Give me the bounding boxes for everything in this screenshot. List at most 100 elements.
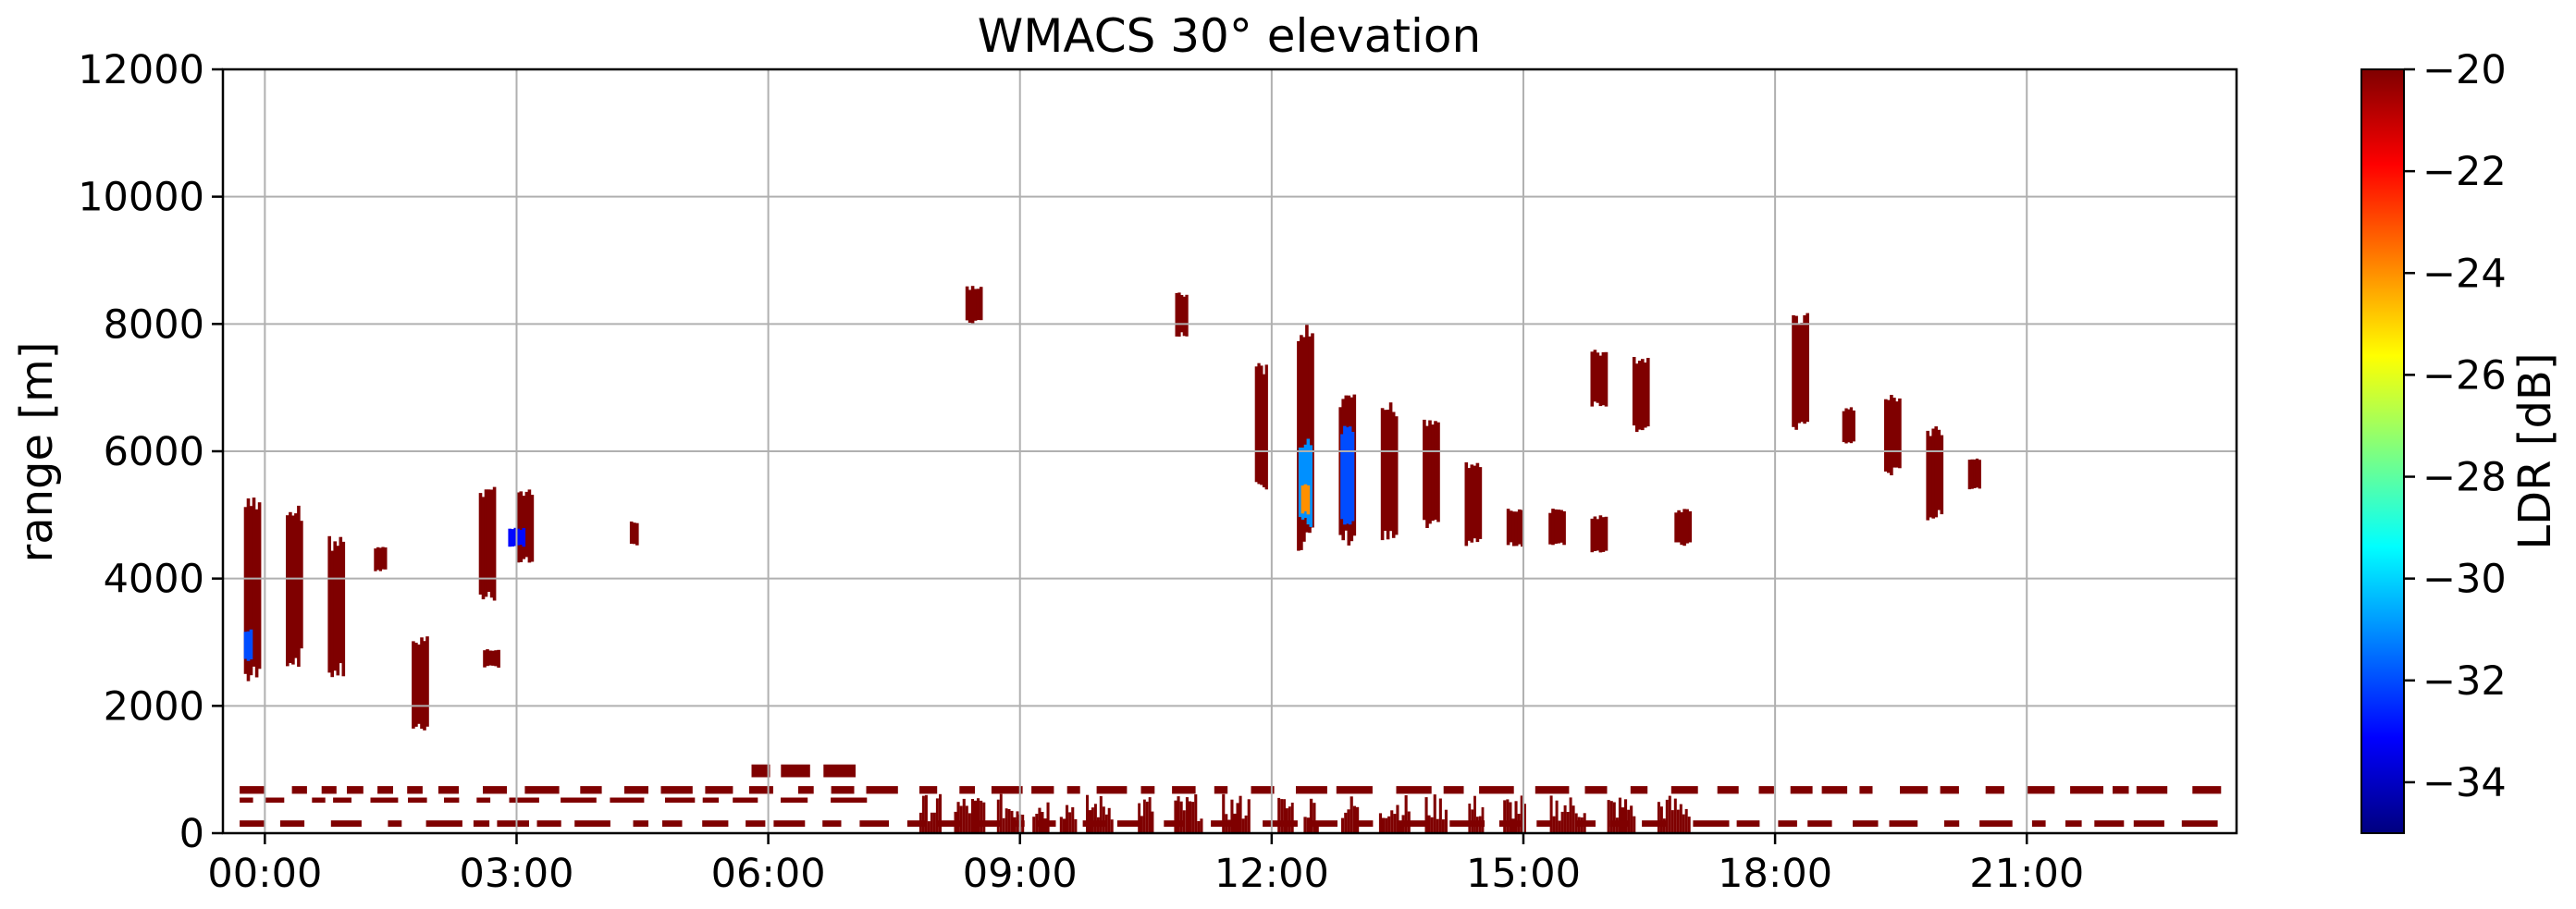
echo-streak bbox=[1931, 428, 1935, 519]
echo-streak bbox=[1554, 509, 1558, 544]
band-segment bbox=[1099, 796, 1103, 833]
band-segment bbox=[633, 820, 648, 828]
echo-streak bbox=[1177, 292, 1181, 337]
band-segment bbox=[2136, 786, 2168, 794]
band-segment bbox=[1341, 817, 1345, 833]
echo-streak bbox=[291, 515, 295, 665]
echo-streak bbox=[508, 528, 512, 547]
echo-streak bbox=[1598, 515, 1603, 553]
y-tick-label: 2000 bbox=[104, 683, 204, 730]
echo-region bbox=[1300, 484, 1311, 515]
echo-streak bbox=[979, 287, 983, 321]
band-segment bbox=[330, 820, 362, 828]
band-segment bbox=[1506, 799, 1510, 833]
echo-streak bbox=[1517, 509, 1522, 545]
band-segment bbox=[580, 786, 602, 794]
band-segment bbox=[822, 820, 842, 828]
echo-streak bbox=[1300, 448, 1305, 520]
band-segment bbox=[1549, 795, 1553, 833]
band-segment bbox=[1031, 786, 1054, 794]
band-segment bbox=[1807, 820, 1832, 828]
y-tick-label: 8000 bbox=[104, 301, 204, 348]
y-tick-label: 6000 bbox=[104, 429, 204, 475]
echo-streak bbox=[1467, 468, 1472, 541]
band-segment bbox=[483, 786, 507, 794]
echo-streak bbox=[1346, 427, 1350, 524]
band-segment bbox=[1378, 813, 1382, 833]
colorbar-tick-label: −20 bbox=[2422, 47, 2507, 93]
band-segment bbox=[1514, 801, 1518, 833]
band-segment bbox=[1104, 814, 1108, 833]
echo-streak bbox=[297, 505, 301, 667]
band-segment bbox=[996, 799, 1000, 833]
band-segment bbox=[1473, 795, 1476, 833]
echo-streak bbox=[1685, 509, 1689, 544]
echo-streak bbox=[1978, 460, 1981, 489]
band-segment bbox=[1211, 820, 1236, 828]
colorbar-label: LDR [dB] bbox=[2509, 352, 2561, 549]
band-segment bbox=[1189, 801, 1192, 833]
chart-title: WMACS 30° elevation bbox=[978, 9, 1481, 63]
band-segment bbox=[1005, 808, 1008, 833]
band-segment bbox=[2026, 786, 2055, 794]
echo-streak bbox=[1593, 350, 1597, 402]
echo-streak bbox=[489, 489, 494, 598]
band-segment bbox=[240, 786, 265, 794]
colorbar-tick-label: −26 bbox=[2422, 352, 2507, 399]
band-segment bbox=[1424, 797, 1428, 833]
echo-streak bbox=[252, 497, 256, 667]
echo-streak bbox=[381, 547, 385, 570]
band-segment bbox=[1356, 806, 1360, 833]
band-segment bbox=[797, 786, 814, 794]
band-segment bbox=[476, 797, 491, 803]
echo-streak bbox=[1431, 424, 1435, 522]
band-segment bbox=[1717, 786, 1739, 794]
band-segment bbox=[1574, 813, 1578, 833]
echo-streak bbox=[1844, 408, 1848, 444]
echo-streak bbox=[1887, 399, 1891, 473]
band-segment bbox=[1091, 807, 1094, 833]
band-segment bbox=[921, 795, 925, 833]
echo-streak bbox=[1436, 422, 1440, 522]
band-segment bbox=[1116, 820, 1142, 828]
echo-region bbox=[1380, 402, 1399, 541]
band-segment bbox=[1059, 817, 1063, 833]
band-segment bbox=[1693, 820, 1730, 828]
echo-region bbox=[478, 486, 497, 601]
band-segment bbox=[1296, 786, 1327, 794]
band-segment bbox=[1642, 820, 1668, 828]
echo-streak bbox=[1380, 408, 1385, 541]
echo-region bbox=[1464, 462, 1483, 547]
band-segment bbox=[977, 798, 980, 833]
echo-streak bbox=[629, 522, 634, 544]
band-segment bbox=[279, 820, 305, 828]
band-segment bbox=[1436, 818, 1439, 833]
band-segment bbox=[1393, 814, 1397, 833]
x-tick-label: 00:00 bbox=[207, 851, 322, 897]
y-axis-title: range [m] bbox=[11, 341, 63, 562]
band-segment bbox=[974, 800, 978, 833]
band-segment bbox=[746, 820, 766, 828]
echo-streak bbox=[1478, 467, 1483, 539]
echo-streak bbox=[1852, 410, 1855, 442]
band-segment bbox=[1536, 820, 1552, 828]
echo-streak bbox=[1306, 485, 1311, 515]
band-segment bbox=[1438, 798, 1442, 833]
band-segment bbox=[1621, 807, 1624, 833]
echo-streak bbox=[246, 631, 251, 661]
band-segment bbox=[1399, 821, 1402, 833]
echo-streak bbox=[1682, 509, 1686, 547]
band-segment bbox=[1979, 820, 2013, 828]
echo-streak bbox=[1386, 410, 1390, 540]
echo-streak bbox=[1264, 364, 1268, 490]
low-level-band bbox=[240, 820, 2218, 828]
band-segment bbox=[1288, 806, 1291, 833]
band-segment bbox=[956, 802, 960, 833]
band-segment bbox=[1889, 820, 1918, 828]
echo-region bbox=[1175, 292, 1189, 337]
x-axis: 00:00 03:00 06:00 09:00 12:00 15:00 18:00 21:00 bbox=[207, 833, 2084, 897]
band-segment bbox=[1142, 799, 1146, 833]
band-segment bbox=[1066, 805, 1069, 833]
band-segment bbox=[2094, 820, 2125, 828]
